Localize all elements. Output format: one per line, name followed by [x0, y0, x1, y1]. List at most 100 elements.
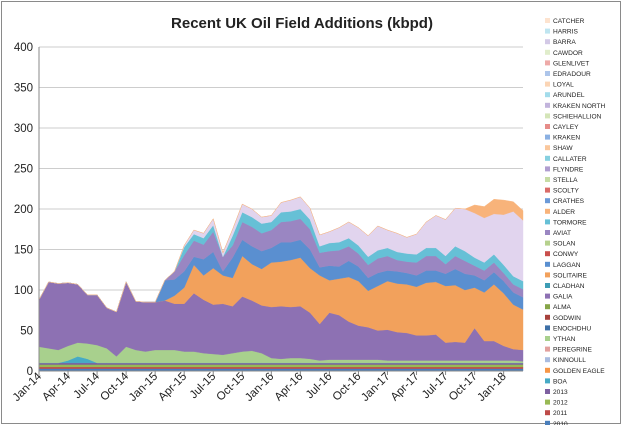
legend-label: AVIAT: [553, 230, 571, 237]
legend-swatch: [545, 92, 550, 98]
legend-label: 2013: [553, 389, 568, 396]
legend-label: CATCHER: [553, 18, 585, 25]
legend-swatch: [545, 283, 550, 288]
legend-swatch: [545, 28, 550, 34]
x-tick-label: Apr-16: [273, 371, 306, 404]
legend-label: PEREGRINE: [553, 347, 592, 354]
legend-label: ALDER: [553, 209, 575, 216]
legend-label: SOLITAIRE: [553, 272, 588, 279]
legend-label: 2011: [553, 410, 568, 417]
legend-label: BOA: [553, 378, 568, 385]
area-2012: [38, 364, 524, 368]
legend-label: SHAW: [553, 145, 573, 152]
x-tick-label: Jul-14: [72, 370, 103, 401]
legend-label: 2010: [553, 421, 568, 425]
legend-swatch: [545, 346, 550, 352]
legend-swatch: [545, 208, 550, 214]
legend-label: CALLATER: [553, 156, 587, 163]
legend-swatch: [545, 420, 550, 425]
x-tick-label: Jan-17: [359, 371, 392, 404]
axes: [38, 47, 523, 372]
legend-label: BARRA: [553, 39, 576, 46]
legend-label: KINNOULL: [553, 357, 586, 364]
y-tick-label: 0: [27, 366, 33, 378]
y-tick-label: 300: [14, 123, 33, 135]
legend-swatch: [545, 410, 550, 416]
legend-swatch: [545, 81, 550, 87]
x-tick-label: Oct-16: [331, 371, 364, 404]
legend-swatch: [545, 399, 550, 405]
legend-swatch: [545, 166, 550, 172]
y-tick-label: 200: [14, 204, 33, 216]
y-tick-label: 50: [20, 326, 33, 338]
area-2013: [38, 362, 524, 365]
y-tick-label: 100: [14, 285, 33, 297]
legend-swatch: [545, 219, 550, 225]
legend-label: CAYLEY: [553, 124, 579, 131]
legend-label: HARRIS: [553, 29, 579, 36]
legend-swatch: [545, 134, 550, 140]
chart-title: Recent UK Oil Field Additions (kbpd): [171, 15, 433, 32]
legend-swatch: [545, 49, 550, 55]
legend-label: KRAKEN: [553, 135, 580, 142]
x-tick-label: Jan-16: [243, 371, 276, 404]
legend-label: ALMA: [553, 304, 572, 311]
legend-swatch: [545, 230, 550, 235]
series-areas: [38, 196, 524, 372]
legend-swatch: [545, 325, 550, 331]
legend-label: SCHIEHALLION: [553, 113, 602, 120]
legend-swatch: [545, 71, 550, 76]
legend-label: GLENLIVET: [553, 60, 589, 67]
x-tick-label: Jul-15: [188, 371, 219, 402]
legend: CATCHER HARRIS BARRA CAWDOR GLENLIVET EDRADOU…: [545, 18, 606, 425]
legend-swatch: [545, 389, 550, 394]
x-tick-label: Oct-15: [215, 371, 248, 404]
legend-label: TORMORE: [553, 219, 587, 226]
x-tick-label: Jan-18: [475, 371, 508, 404]
x-tick-label: Oct-14: [98, 370, 131, 403]
legend-label: LAGGAN: [553, 262, 581, 269]
legend-swatch: [545, 251, 550, 257]
y-axis-ticks: 0 50 100 150 200 250 300 350 400: [14, 42, 33, 378]
x-tick-label: Apr-15: [156, 371, 189, 404]
legend-swatch: [545, 18, 550, 23]
legend-label: CONWY: [553, 251, 579, 258]
legend-label: ARUNDEL: [553, 92, 585, 99]
legend-label: CRATHES: [553, 198, 585, 205]
legend-swatch: [545, 39, 550, 45]
legend-label: FLYNDRE: [553, 166, 584, 173]
legend-label: GALIA: [553, 294, 573, 301]
legend-label: SOLAN: [553, 241, 576, 248]
legend-swatch: [545, 155, 550, 161]
legend-label: 2012: [553, 400, 568, 407]
legend-swatch: [545, 60, 550, 66]
legend-swatch: [545, 102, 550, 108]
y-tick-label: 150: [14, 245, 33, 257]
x-tick-label: Apr-17: [389, 371, 422, 404]
legend-label: SCOLTY: [553, 188, 579, 195]
legend-swatch: [545, 272, 550, 278]
legend-swatch: [545, 113, 550, 119]
legend-swatch: [545, 177, 550, 182]
legend-swatch: [545, 367, 550, 373]
x-tick-label: Jul-16: [304, 371, 335, 402]
legend-label: YTHAN: [553, 336, 576, 343]
legend-swatch: [545, 124, 550, 129]
legend-swatch: [545, 198, 550, 204]
legend-swatch: [545, 240, 550, 246]
y-tick-label: 250: [14, 164, 33, 176]
legend-label: KRAKEN NORTH: [553, 103, 606, 110]
y-tick-label: 400: [14, 42, 33, 54]
legend-swatch: [545, 145, 550, 151]
area-2011: [38, 366, 524, 369]
legend-swatch: [545, 336, 550, 341]
legend-swatch: [545, 304, 550, 310]
legend-label: CLADHAN: [553, 283, 585, 290]
legend-swatch: [545, 357, 550, 363]
area-alder: [38, 196, 524, 313]
legend-label: CAWDOR: [553, 50, 583, 57]
legend-label: EDRADOUR: [553, 71, 591, 78]
legend-label: GOLDEN EAGLE: [553, 368, 605, 375]
